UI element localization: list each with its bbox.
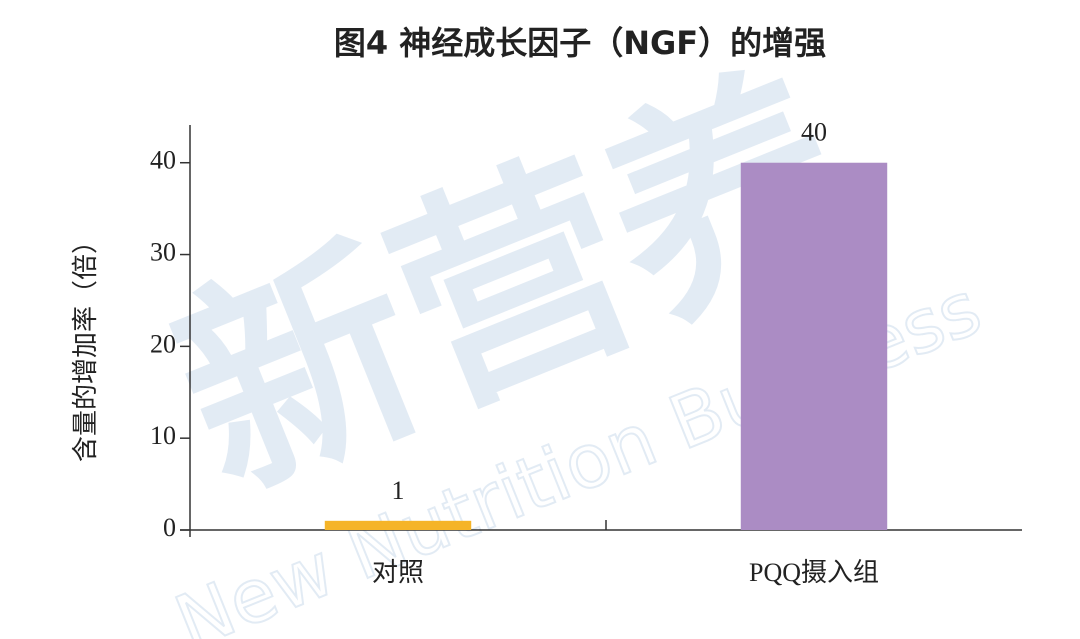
y-axis-label: 含量的增加率（倍）: [71, 228, 100, 462]
x-tick-label: 对照: [372, 558, 424, 587]
y-tick-label: 0: [163, 513, 176, 542]
bar: [740, 162, 888, 530]
data-label: 40: [801, 118, 827, 147]
y-tick-label: 20: [150, 329, 176, 358]
y-tick-label: 40: [150, 146, 176, 175]
chart-title: 图4 神经成长因子（NGF）的增强: [334, 24, 826, 62]
data-label: 1: [392, 476, 405, 505]
y-tick-label: 10: [150, 421, 176, 450]
bar: [324, 520, 472, 530]
x-tick-label: PQQ摄入组: [749, 558, 879, 587]
y-tick-label: 30: [150, 238, 176, 267]
